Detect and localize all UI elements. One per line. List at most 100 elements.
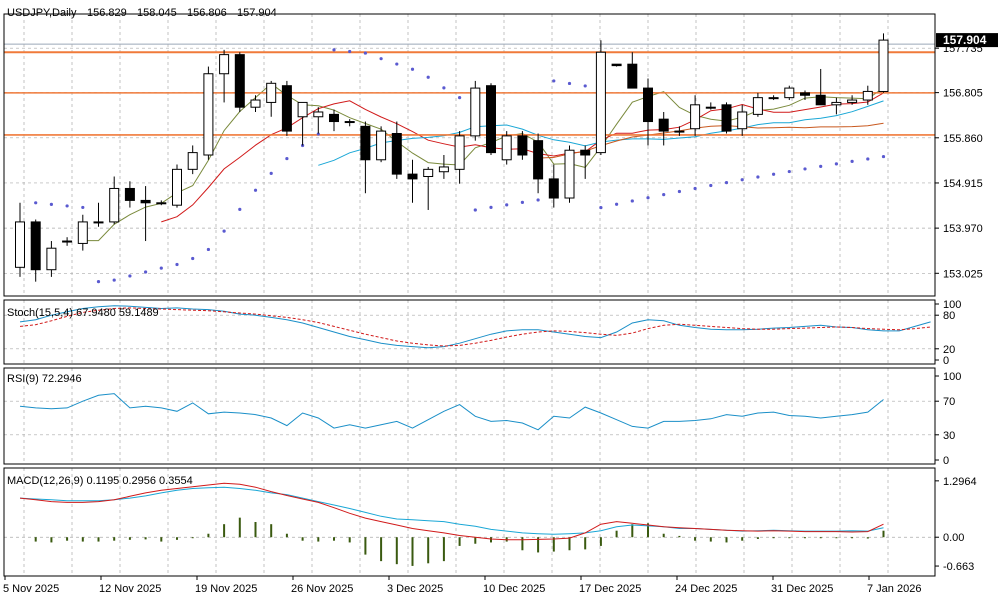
candle-body — [517, 135, 528, 156]
sar-dot — [49, 202, 54, 206]
current-price-box — [936, 33, 998, 48]
candle-body — [46, 247, 57, 271]
macd-histogram-bar — [866, 537, 869, 539]
candle-body — [470, 87, 481, 137]
date-label: 24 Dec 2025 — [675, 583, 737, 595]
sar-dot — [316, 132, 320, 136]
candle-body — [831, 101, 842, 106]
candle-body — [486, 85, 496, 154]
sar-dot — [583, 84, 587, 88]
candle-body — [501, 135, 512, 161]
stoch-tick-label: 80 — [943, 310, 955, 322]
candle-body — [360, 125, 371, 161]
macd-histogram-bar — [427, 537, 430, 564]
ohlc-open: 156.829 — [87, 7, 127, 19]
stoch-label: Stoch(15,5,4) 67.9480 59.1489 — [7, 307, 159, 319]
stoch-k-line — [19, 305, 931, 349]
macd-histogram-bar — [238, 517, 241, 538]
candle-body — [15, 221, 25, 268]
sar-dot — [65, 204, 69, 208]
sar-dot — [191, 256, 195, 261]
candle-body — [627, 63, 638, 89]
macd-histogram-bar — [756, 537, 759, 539]
sar-dot — [881, 154, 886, 159]
macd-panel: 1.2964 0.00 -0.663 — [4, 476, 977, 573]
candle-body — [784, 87, 795, 99]
candle-body — [187, 152, 198, 170]
macd-histogram-bar — [144, 537, 147, 540]
sar-dot — [96, 280, 101, 284]
sar-dot — [866, 157, 870, 161]
date-label: 19 Nov 2025 — [195, 583, 257, 595]
macd-histogram-bar — [709, 537, 712, 542]
rsi-tick-label: 70 — [943, 396, 955, 408]
stoch-tick-label: 100 — [943, 299, 961, 311]
candle-body — [690, 104, 701, 130]
macd-histogram-bar — [176, 537, 178, 540]
macd-histogram-bar — [552, 537, 555, 552]
sar-dot — [128, 274, 132, 278]
sar-dot — [615, 202, 619, 206]
stoch-tick-label: 20 — [943, 344, 955, 356]
sar-dot — [34, 201, 38, 205]
sar-dot — [662, 192, 666, 197]
macd-histogram-bar — [772, 537, 775, 539]
candle-body — [62, 240, 73, 243]
date-label: 31 Dec 2025 — [771, 583, 833, 595]
macd-histogram-bar — [223, 524, 226, 538]
macd-histogram-bar — [458, 537, 461, 546]
candle-body — [752, 97, 763, 115]
stoch-d-line — [19, 307, 931, 347]
rsi-tick-label: 30 — [943, 430, 955, 442]
sar-dot — [756, 175, 760, 179]
sar-dot — [709, 183, 713, 188]
candle-body — [580, 149, 591, 156]
macd-histogram-bar — [81, 537, 84, 542]
macd-histogram-bar — [395, 537, 398, 565]
candle-body — [611, 63, 622, 67]
sar-dot — [520, 200, 525, 204]
macd-histogram-bar — [411, 537, 414, 566]
date-axis: 5 Nov 2025 12 Nov 2025 19 Nov 2025 26 Nov 2… — [3, 576, 921, 595]
macd-histogram-bar — [851, 537, 854, 539]
sar-dot — [269, 171, 273, 176]
date-label: 7 Jan 2026 — [867, 583, 921, 595]
candle-body — [156, 202, 167, 205]
candle-body — [407, 173, 418, 180]
sar-dot — [175, 262, 179, 267]
macd-histogram-bar — [662, 533, 665, 538]
macd-tick-label: 1.2964 — [943, 476, 977, 488]
macd-histogram-bar — [741, 537, 744, 541]
macd-histogram-bar — [97, 537, 100, 542]
candle-body — [297, 101, 308, 118]
sar-dot — [410, 67, 415, 71]
candle-body — [438, 166, 449, 173]
macd-histogram-bar — [521, 537, 524, 551]
macd-histogram-bar — [584, 537, 587, 550]
sar-dot — [363, 51, 367, 55]
macd-histogram-bar — [301, 537, 304, 541]
candle-body — [643, 87, 653, 123]
candle-body — [172, 168, 182, 206]
candle-body — [329, 113, 339, 123]
macd-histogram-bar — [348, 537, 351, 543]
candles — [15, 33, 889, 282]
candle-body — [124, 187, 135, 201]
sar-dot — [552, 79, 556, 83]
macd-histogram-bar — [34, 537, 37, 542]
rsi-tick-label: 0 — [943, 455, 949, 467]
ohlc-close: 157.904 — [237, 7, 277, 19]
macd-histogram-bar — [50, 537, 53, 543]
macd-histogram-bar — [631, 524, 634, 538]
candle-body — [423, 168, 434, 178]
candle-body — [140, 199, 151, 204]
candle-body — [313, 111, 324, 118]
sar-dot — [238, 207, 242, 211]
candle-body — [862, 90, 873, 101]
sar-dot — [206, 247, 210, 252]
macd-tick-label: 0.00 — [943, 532, 964, 544]
ohlc-high: 158.045 — [137, 7, 177, 19]
macd-histogram-bar — [882, 530, 885, 538]
